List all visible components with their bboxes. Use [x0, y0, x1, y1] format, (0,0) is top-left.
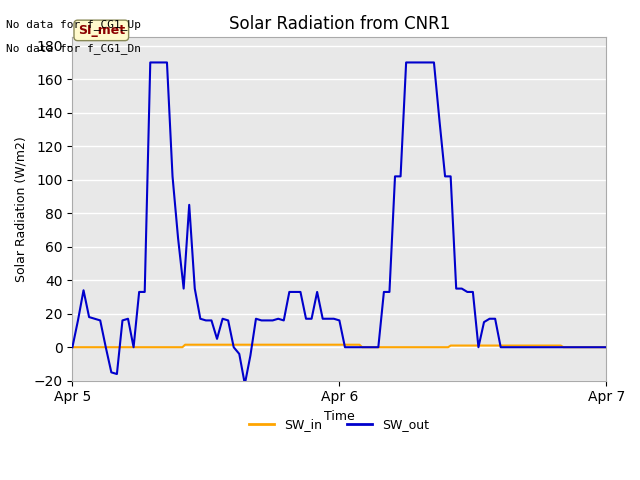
Legend: SW_in, SW_out: SW_in, SW_out [244, 413, 435, 436]
Y-axis label: Solar Radiation (W/m2): Solar Radiation (W/m2) [15, 136, 28, 282]
X-axis label: Time: Time [324, 410, 355, 423]
Text: SI_met: SI_met [77, 24, 125, 37]
Text: No data for f_CG1_Dn: No data for f_CG1_Dn [6, 43, 141, 54]
Title: Solar Radiation from CNR1: Solar Radiation from CNR1 [228, 15, 450, 33]
Text: No data for f_CG1_Up: No data for f_CG1_Up [6, 19, 141, 30]
